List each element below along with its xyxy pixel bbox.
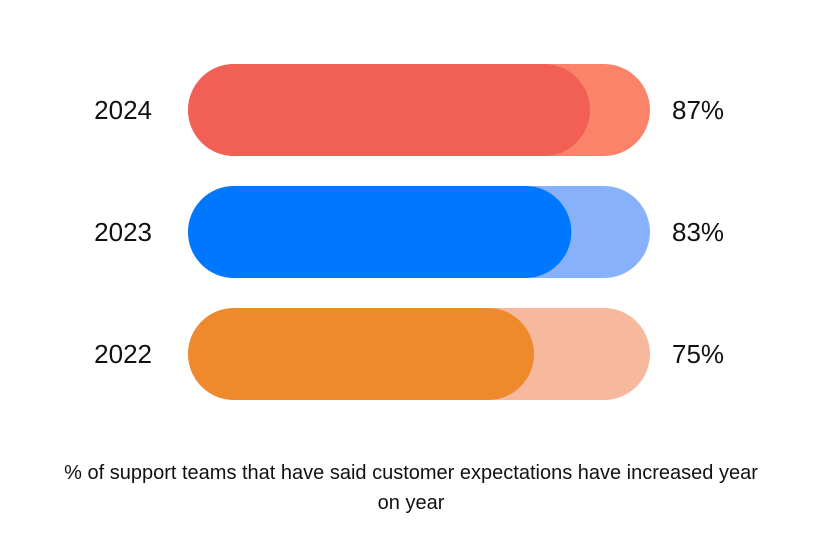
value-label-2023: 83%	[672, 217, 724, 247]
bars	[188, 64, 650, 400]
bar-2024	[188, 64, 590, 156]
category-label-2024: 2024	[94, 95, 152, 125]
bar-2022	[188, 308, 534, 400]
category-label-2022: 2022	[94, 339, 152, 369]
chart-caption: % of support teams that have said custom…	[64, 462, 758, 514]
bar-2023	[188, 186, 572, 278]
category-label-2023: 2023	[94, 217, 152, 247]
value-label-2024: 87%	[672, 95, 724, 125]
value-label-2022: 75%	[672, 339, 724, 369]
labels: 2024 87% 2023 83% 2022 75%	[94, 95, 724, 369]
